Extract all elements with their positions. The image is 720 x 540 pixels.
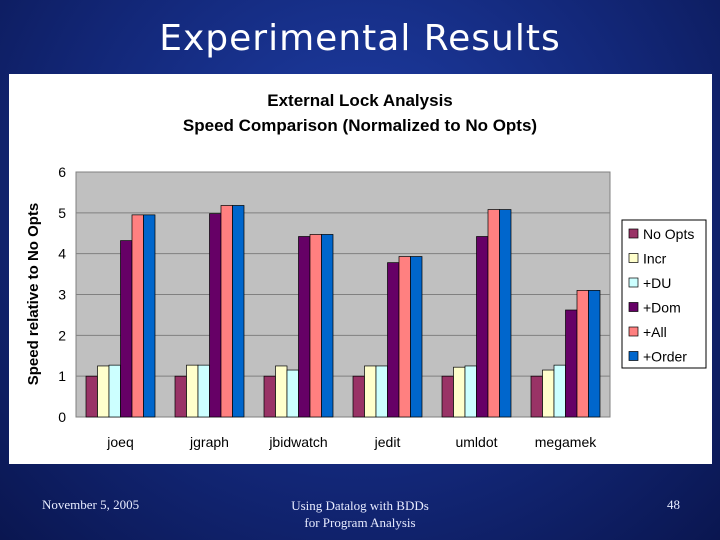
chart-subtitle: Speed Comparison (Normalized to No Opts) xyxy=(183,116,537,135)
page-number: 48 xyxy=(667,497,680,512)
bar xyxy=(197,364,210,418)
legend-box xyxy=(621,219,707,369)
bar xyxy=(263,375,276,418)
bar xyxy=(220,205,233,418)
bar xyxy=(542,369,555,418)
bar xyxy=(321,234,334,418)
x-tick-label: megamek xyxy=(535,434,597,450)
legend-swatch xyxy=(628,302,639,312)
legend-swatch xyxy=(628,228,639,239)
y-tick-label: 0 xyxy=(58,409,66,425)
x-tick-label: joeq xyxy=(106,434,133,450)
footer-talk-title-line2: for Program Analysis xyxy=(304,515,416,530)
x-tick-label: jgraph xyxy=(189,434,229,450)
y-axis-label: Speed relative to No Opts xyxy=(25,203,42,386)
bar xyxy=(499,209,512,418)
bar xyxy=(453,366,466,418)
bar xyxy=(375,365,388,418)
bar xyxy=(487,209,500,418)
bar xyxy=(186,364,199,418)
bar xyxy=(565,309,578,418)
y-tick-labels: 0 1 2 3 4 5 6 xyxy=(58,164,66,425)
bar xyxy=(410,256,423,418)
footer-talk-title: Using Datalog with BDDs for Program Anal… xyxy=(250,497,470,531)
x-tick-label: umldot xyxy=(455,434,497,450)
bar xyxy=(97,365,110,418)
legend-swatch xyxy=(628,326,639,337)
footer-date: November 5, 2005 xyxy=(42,497,140,512)
bar xyxy=(298,236,311,418)
bar xyxy=(85,375,98,418)
legend-swatch xyxy=(628,351,639,361)
x-tick-labels: joeq jgraph jbidwatch jedit umldot megamek xyxy=(106,434,597,450)
bar xyxy=(387,262,400,418)
y-tick-label: 5 xyxy=(58,205,66,221)
y-tick-label: 3 xyxy=(58,287,66,303)
bar xyxy=(441,375,454,418)
bar xyxy=(120,240,133,418)
legend-label: No Opts xyxy=(643,226,694,242)
bar xyxy=(174,375,187,418)
bar xyxy=(476,236,489,418)
x-tick-label: jbidwatch xyxy=(268,434,327,450)
legend-swatch xyxy=(628,253,639,263)
y-tick-label: 2 xyxy=(58,327,66,343)
slide-title: Experimental Results xyxy=(159,18,561,59)
y-tick-label: 1 xyxy=(58,368,66,384)
bar xyxy=(286,369,299,418)
bar-chart: External Lock Analysis Speed Comparison … xyxy=(25,91,707,450)
x-tick-label: jedit xyxy=(374,434,401,450)
gridlines xyxy=(76,212,610,377)
bar xyxy=(131,214,144,418)
bar xyxy=(530,375,543,418)
chart-title: External Lock Analysis xyxy=(267,91,453,110)
legend-swatch xyxy=(628,277,639,288)
bar xyxy=(576,290,589,418)
bar xyxy=(309,234,322,418)
legend: No Opts Incr +DU +Dom +All +Order xyxy=(628,226,694,365)
footer-talk-title-line1: Using Datalog with BDDs xyxy=(291,498,429,513)
legend-label: +DU xyxy=(643,275,671,291)
bars-group xyxy=(85,205,601,418)
bar xyxy=(209,213,222,418)
legend-label: Incr xyxy=(643,251,667,267)
bar xyxy=(364,365,377,418)
bar xyxy=(553,364,566,418)
y-tick-label: 6 xyxy=(58,164,66,180)
bar xyxy=(352,375,365,418)
bar xyxy=(108,364,121,418)
chart-panel: External Lock Analysis Speed Comparison … xyxy=(9,74,712,464)
bar xyxy=(143,214,156,418)
bar xyxy=(464,365,477,418)
bar xyxy=(232,205,245,418)
legend-label: +Order xyxy=(643,349,687,365)
y-tick-label: 4 xyxy=(58,246,66,262)
legend-label: +All xyxy=(643,324,667,340)
legend-label: +Dom xyxy=(643,300,681,316)
bar xyxy=(398,256,411,418)
bar xyxy=(275,365,288,418)
bar xyxy=(588,290,601,418)
